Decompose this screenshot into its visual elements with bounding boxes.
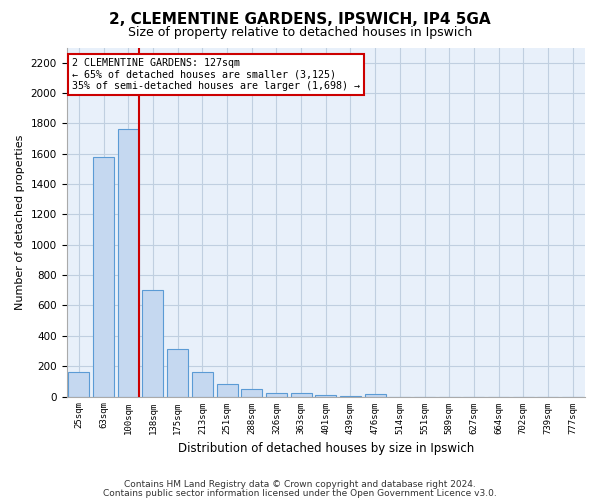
Text: 2, CLEMENTINE GARDENS, IPSWICH, IP4 5GA: 2, CLEMENTINE GARDENS, IPSWICH, IP4 5GA [109,12,491,26]
Bar [93,157,114,396]
Bar [68,372,89,396]
Bar [217,384,238,396]
Bar [142,290,163,397]
Bar [315,395,336,396]
Bar [290,393,311,396]
Bar [266,393,287,396]
Y-axis label: Number of detached properties: Number of detached properties [15,134,25,310]
Text: Contains HM Land Registry data © Crown copyright and database right 2024.: Contains HM Land Registry data © Crown c… [124,480,476,489]
Bar [192,372,213,396]
X-axis label: Distribution of detached houses by size in Ipswich: Distribution of detached houses by size … [178,442,474,455]
Bar [167,349,188,397]
Bar [118,130,139,396]
Bar [365,394,386,396]
Text: Contains public sector information licensed under the Open Government Licence v3: Contains public sector information licen… [103,488,497,498]
Text: Size of property relative to detached houses in Ipswich: Size of property relative to detached ho… [128,26,472,39]
Text: 2 CLEMENTINE GARDENS: 127sqm
← 65% of detached houses are smaller (3,125)
35% of: 2 CLEMENTINE GARDENS: 127sqm ← 65% of de… [72,58,360,91]
Bar [241,389,262,396]
